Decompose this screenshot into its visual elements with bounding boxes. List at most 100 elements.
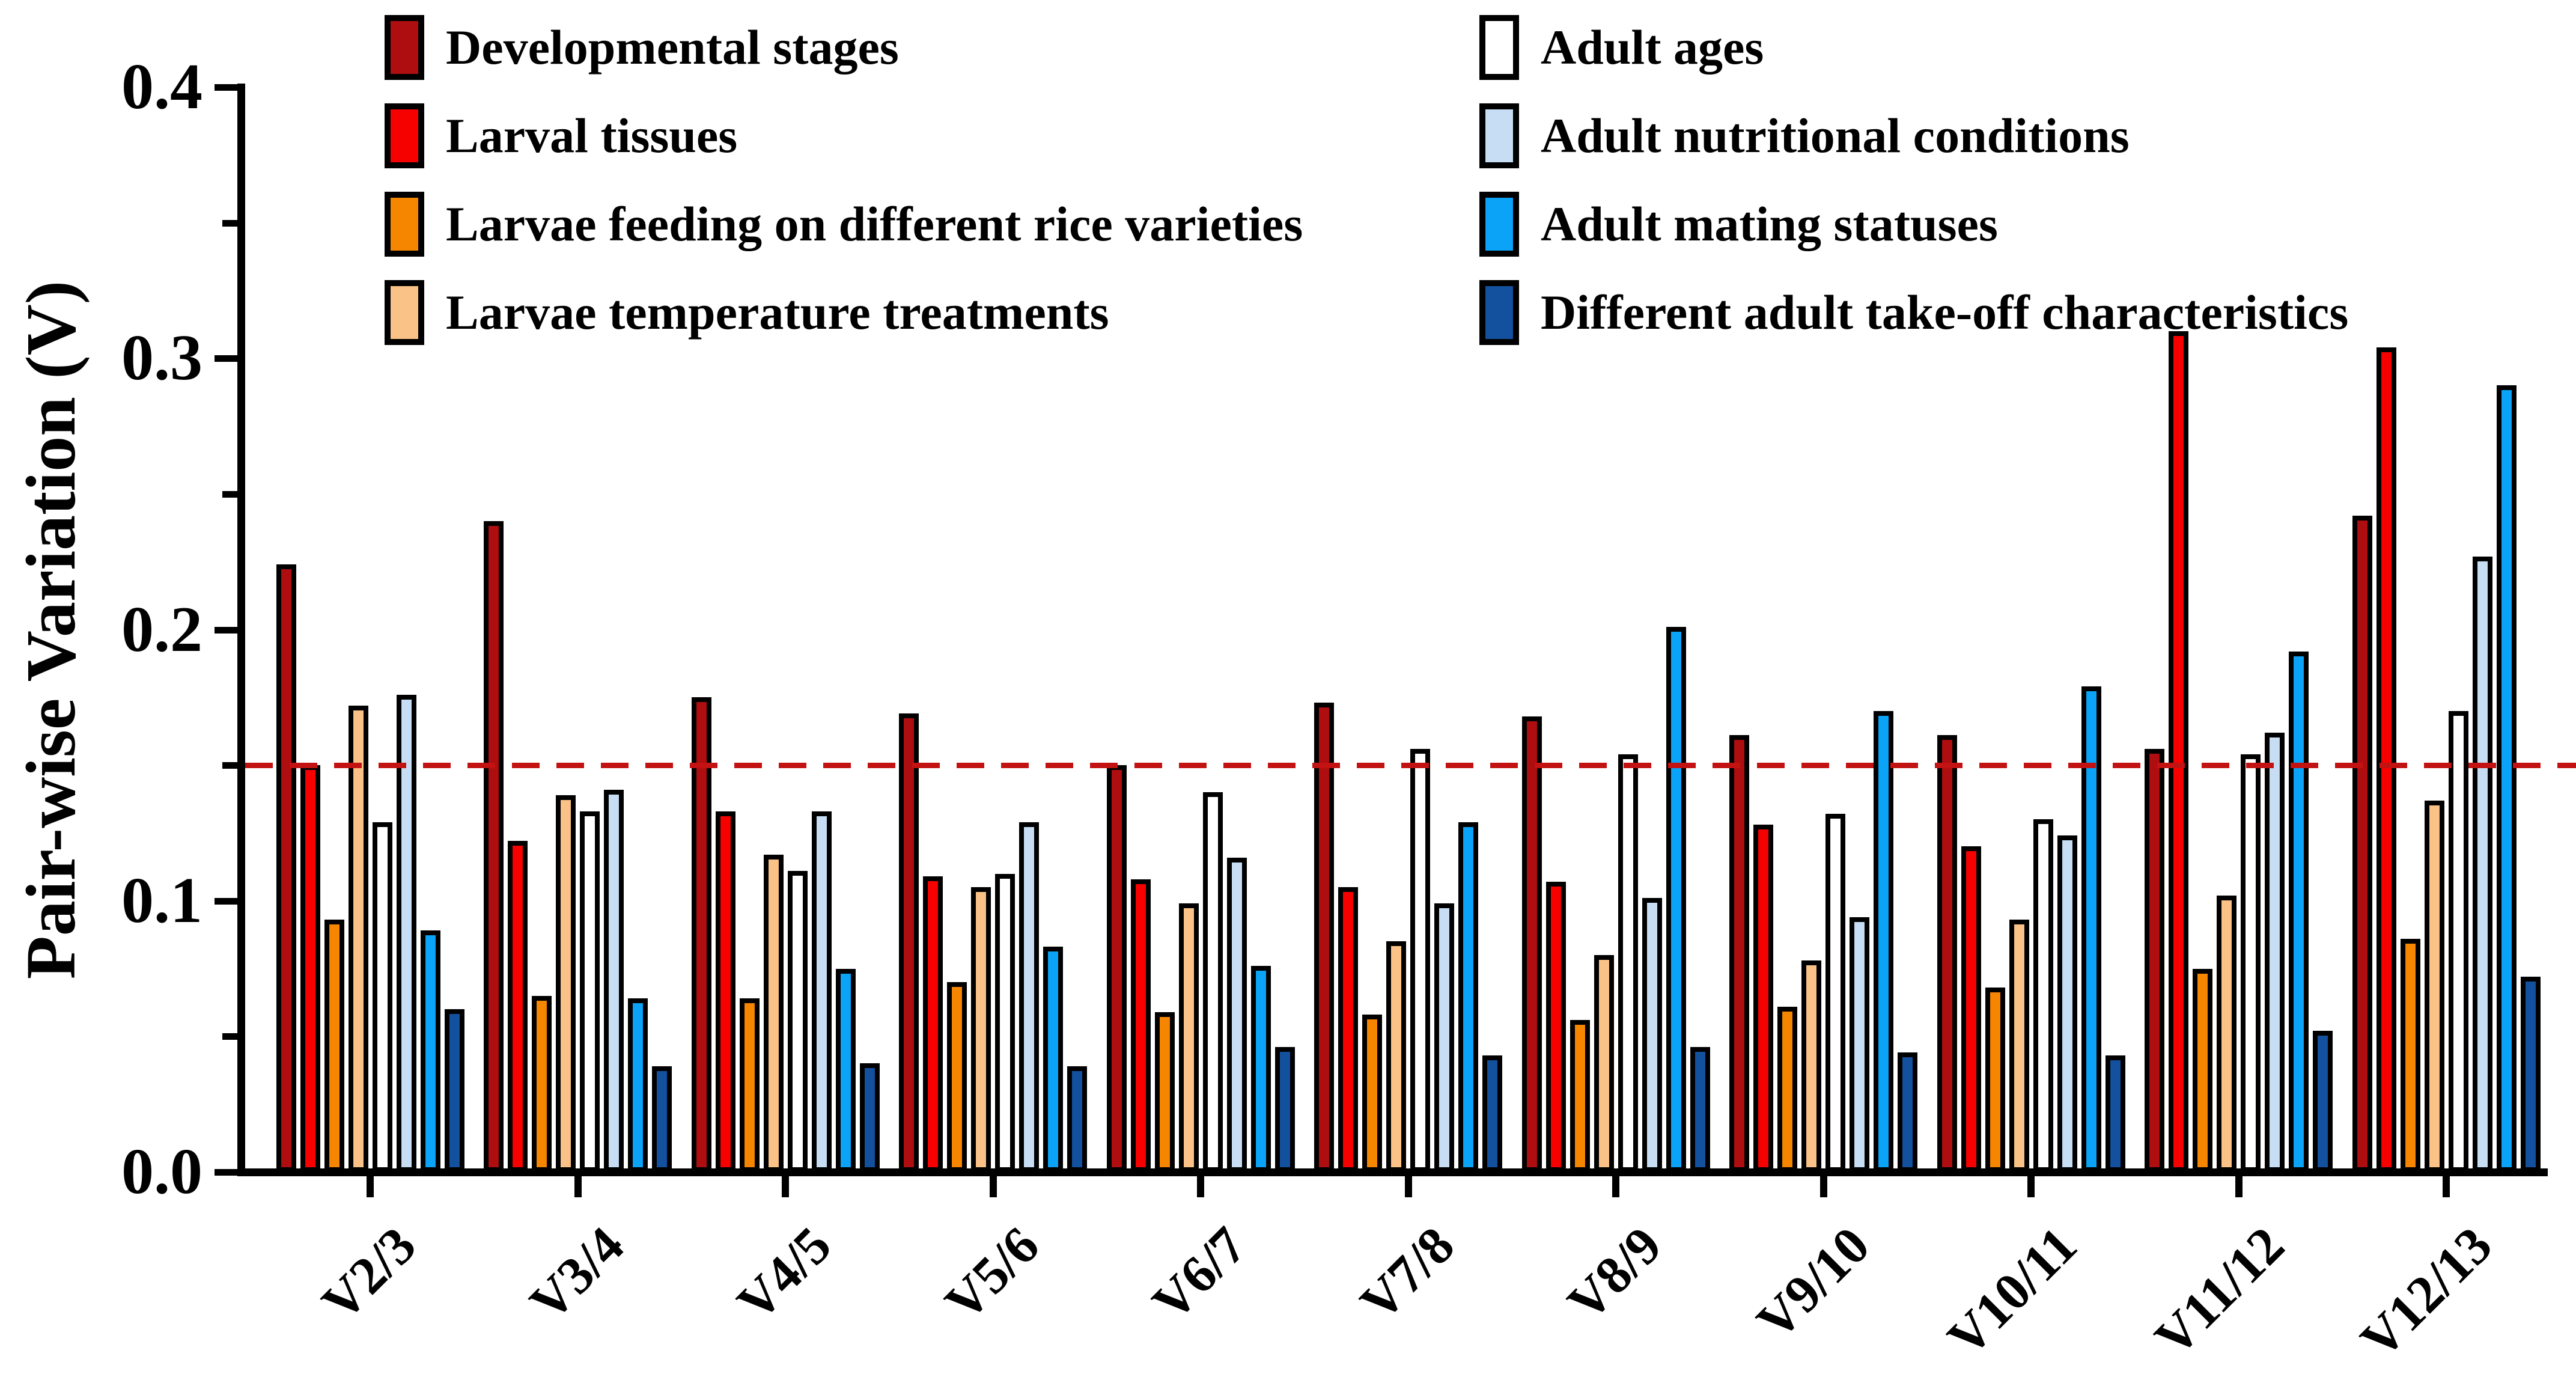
bar: [1850, 917, 1869, 1172]
bar-group-V12-13: [2352, 347, 2541, 1172]
legend-swatch: [385, 280, 424, 345]
bar: [2265, 733, 2285, 1172]
bar: [1825, 814, 1845, 1172]
bar: [1154, 1012, 1175, 1172]
x-tick: [2027, 1176, 2035, 1197]
legend-item: Adult ages: [1479, 15, 1764, 80]
x-axis-line: [237, 1168, 2548, 1176]
bar: [859, 1063, 880, 1172]
bar: [2472, 557, 2492, 1172]
bar: [628, 998, 648, 1172]
bar: [2241, 754, 2261, 1172]
x-tick: [574, 1176, 582, 1197]
bar-group-V6-7: [1106, 765, 1295, 1172]
bar: [691, 697, 711, 1172]
x-tick-label: V4/5: [726, 1216, 843, 1333]
bar: [2105, 1055, 2125, 1172]
y-axis-line: [237, 84, 245, 1176]
bar: [1874, 711, 1893, 1172]
bar: [1618, 754, 1638, 1172]
bar: [1777, 1007, 1797, 1172]
bar: [1226, 858, 1247, 1172]
bar: [739, 998, 760, 1172]
x-tick-label: V2/3: [311, 1216, 428, 1333]
legend-item: Adult nutritional conditions: [1479, 103, 2130, 168]
x-tick: [782, 1176, 789, 1197]
y-major-tick: [215, 84, 237, 91]
bar: [2033, 819, 2053, 1172]
bar: [2400, 939, 2420, 1172]
bar: [444, 1009, 464, 1172]
bar: [1130, 879, 1151, 1172]
bar: [2169, 331, 2188, 1172]
bar: [300, 765, 320, 1172]
x-tick: [2443, 1176, 2450, 1197]
legend-item: Larvae feeding on different rice varieti…: [385, 192, 1303, 257]
bar: [1067, 1066, 1087, 1172]
bar: [2496, 385, 2517, 1172]
bar: [787, 871, 808, 1172]
bar: [1019, 822, 1039, 1172]
legend-label: Larvae feeding on different rice varieti…: [446, 197, 1303, 251]
bar: [1482, 1055, 1502, 1172]
legend-swatch: [1479, 103, 1519, 168]
x-tick: [2235, 1176, 2243, 1197]
legend-label: Larvae temperature treatments: [446, 285, 1109, 340]
bar: [1458, 822, 1478, 1172]
y-tick-label: 0.1: [121, 864, 202, 936]
legend-swatch: [1479, 280, 1519, 345]
legend-label: Larval tissues: [446, 108, 738, 163]
bar: [580, 811, 600, 1172]
x-tick-label: V5/6: [934, 1216, 1050, 1333]
x-tick-label: V12/13: [2349, 1216, 2504, 1370]
bar-group-V5-6: [899, 713, 1087, 1172]
bar: [1250, 966, 1271, 1172]
bar: [1362, 1015, 1382, 1172]
bar: [2057, 835, 2077, 1172]
bar: [1666, 627, 1686, 1172]
legend-swatch: [385, 15, 424, 80]
bar: [420, 930, 440, 1172]
legend-item: Adult mating statuses: [1479, 192, 1998, 257]
bar: [923, 876, 943, 1172]
bar-group-V2-3: [276, 564, 464, 1172]
y-minor-tick: [222, 490, 237, 498]
x-tick-label: V8/9: [1556, 1216, 1673, 1333]
bar: [1434, 903, 1454, 1172]
bar: [372, 822, 392, 1172]
bar: [1985, 988, 2005, 1172]
y-minor-tick: [222, 219, 237, 227]
bar: [2313, 1031, 2333, 1172]
bar: [508, 841, 528, 1172]
bar: [1106, 765, 1127, 1172]
y-major-tick: [215, 1169, 237, 1176]
x-tick-label: V3/4: [519, 1216, 635, 1333]
y-major-tick: [215, 897, 237, 905]
x-tick-label: V6/7: [1141, 1216, 1258, 1333]
bar: [1386, 941, 1406, 1172]
bar-group-V7-8: [1314, 703, 1502, 1172]
x-tick: [1197, 1176, 1204, 1197]
bar-group-V4-5: [691, 697, 880, 1172]
bar: [1594, 955, 1614, 1172]
legend-item: Larvae temperature treatments: [385, 280, 1109, 345]
bar: [2289, 652, 2309, 1172]
bar: [556, 795, 576, 1172]
bar: [763, 855, 784, 1172]
x-tick: [367, 1176, 374, 1197]
bar: [1729, 735, 1749, 1172]
bar: [835, 969, 856, 1172]
bar-group-V11-12: [2145, 331, 2333, 1172]
bar: [604, 790, 624, 1172]
bar: [1338, 887, 1358, 1172]
bar: [1801, 960, 1821, 1172]
x-tick-label: V10/11: [1937, 1216, 2089, 1368]
bar: [2193, 969, 2212, 1172]
bar: [1274, 1047, 1295, 1172]
bar: [1178, 903, 1199, 1172]
y-minor-tick: [222, 1033, 237, 1040]
legend-label: Different adult take-off characteristics: [1541, 285, 2349, 340]
bar: [947, 982, 967, 1172]
legend-item: Developmental stages: [385, 15, 899, 80]
bar: [1043, 947, 1063, 1172]
